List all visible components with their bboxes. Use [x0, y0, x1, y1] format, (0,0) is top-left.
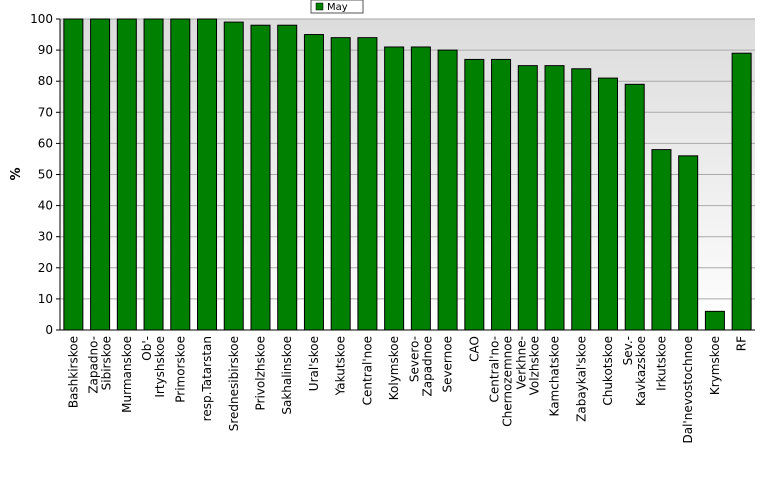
- y-tick-label: 100: [30, 12, 53, 26]
- x-tick-label: Ural'skoe: [307, 336, 321, 391]
- bar[interactable]: [357, 37, 378, 331]
- y-tick-label: 0: [45, 323, 53, 337]
- bar[interactable]: [544, 65, 565, 331]
- y-tick-label: 30: [38, 230, 53, 244]
- y-tick-label: 20: [38, 261, 53, 275]
- x-tick-label: Sakhalinskoe: [280, 336, 294, 415]
- x-tick-label: Murmanskoe: [120, 336, 134, 413]
- bar[interactable]: [277, 24, 298, 331]
- bar[interactable]: [651, 149, 672, 331]
- x-tick-label: Severnoe: [441, 336, 455, 393]
- x-tick-label: Zabaykal'skoe: [574, 336, 588, 422]
- bar[interactable]: [330, 37, 351, 331]
- y-tick-label: 40: [38, 199, 53, 213]
- x-tick-label: Srednesibirskoe: [227, 336, 241, 431]
- x-tick-label: Irkutskoe: [654, 336, 668, 391]
- bar[interactable]: [116, 18, 137, 331]
- y-tick-label: 10: [38, 292, 53, 306]
- x-tick-label: Krymskoe: [708, 336, 722, 395]
- x-tick-label: Kamchatskoe: [548, 336, 562, 416]
- x-tick-label: Primorskoe: [173, 336, 187, 403]
- bar[interactable]: [624, 83, 645, 331]
- x-tick-label: Yakutskoe: [334, 336, 348, 396]
- bar[interactable]: [90, 18, 111, 331]
- x-tick-label: Central'no-Chernozemnoe: [488, 336, 515, 427]
- x-tick-label: Zapadno-Sibirskoe: [87, 336, 114, 394]
- x-tick-label: Chukotskoe: [601, 336, 615, 406]
- y-tick-label: 60: [38, 136, 53, 150]
- x-tick-label: Sev.-Kavkazskoe: [621, 336, 648, 406]
- bar[interactable]: [197, 18, 218, 331]
- x-tick-label: Privolzhskoe: [253, 336, 267, 410]
- legend-swatch: [315, 2, 324, 11]
- bar[interactable]: [437, 49, 458, 331]
- bar[interactable]: [704, 310, 725, 331]
- y-axis-label: %: [9, 167, 24, 180]
- bar[interactable]: [223, 21, 244, 331]
- x-tick-label: Verkhne-Volzhskoe: [514, 336, 541, 395]
- x-tick-label: Kolymskoe: [387, 336, 401, 400]
- y-tick-labels: 0 10 20 30 40 50 60 70 80 90 100: [30, 12, 60, 337]
- x-tick-label: Severo-Zapadnoe: [407, 336, 434, 397]
- x-tick-label: Central'noe: [360, 336, 374, 405]
- x-tick-label: Ob'-Irtyshskoe: [140, 336, 167, 398]
- bar[interactable]: [491, 58, 512, 331]
- bar[interactable]: [303, 34, 324, 331]
- y-tick-label: 80: [38, 74, 53, 88]
- x-tick-label: CAO: [467, 336, 481, 362]
- bar[interactable]: [597, 77, 618, 331]
- bar[interactable]: [571, 68, 592, 331]
- bar[interactable]: [464, 58, 485, 331]
- legend[interactable]: May: [310, 0, 364, 14]
- bar[interactable]: [250, 24, 271, 331]
- bar[interactable]: [384, 46, 405, 331]
- legend-box: [310, 0, 364, 14]
- x-tick-label: RF: [735, 336, 749, 351]
- y-tick-label: 90: [38, 43, 53, 57]
- x-tick-labels: Bashkirskoe Zapadno-Sibirskoe Murmanskoe Ob…: [66, 336, 748, 444]
- bar[interactable]: [170, 18, 191, 331]
- bar[interactable]: [63, 18, 84, 331]
- legend-entry-may: May: [327, 2, 348, 13]
- bar[interactable]: [410, 46, 431, 331]
- bar[interactable]: [143, 18, 164, 331]
- x-tick-label: Bashkirskoe: [66, 336, 80, 408]
- x-tick-label: resp.Tatarstan: [200, 336, 214, 421]
- y-tick-label: 50: [38, 168, 53, 182]
- bar[interactable]: [731, 52, 752, 331]
- x-tick-label: Dal'nevostochnoe: [681, 336, 695, 444]
- bar[interactable]: [517, 65, 538, 331]
- y-tick-label: 70: [38, 105, 53, 119]
- bar[interactable]: [678, 155, 699, 331]
